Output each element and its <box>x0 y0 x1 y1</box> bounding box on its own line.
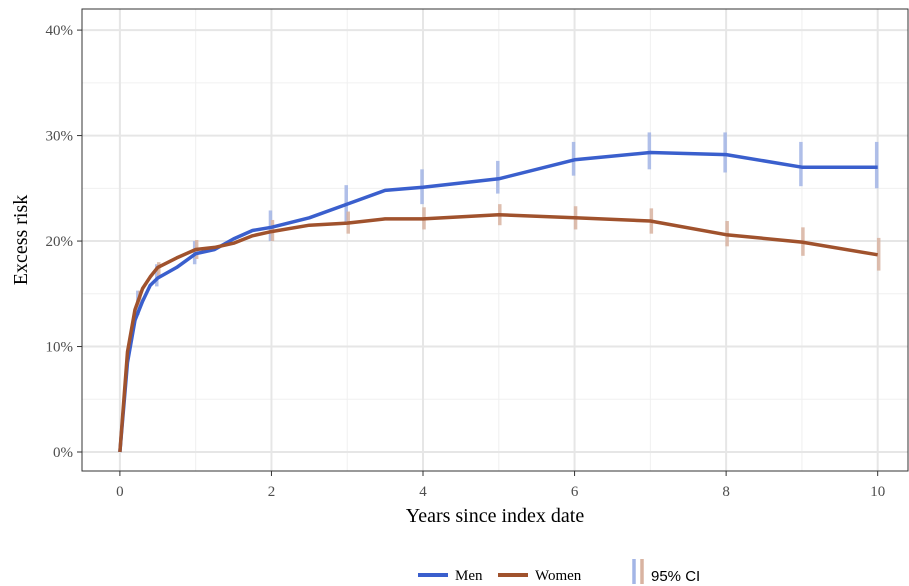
x-axis-title: Years since index date <box>406 505 585 527</box>
y-tick-label: 10% <box>46 340 74 356</box>
x-tick-label: 8 <box>722 484 730 500</box>
series-line-women <box>118 212 878 453</box>
axes: 0 2 4 6 8 10 0% 10% 20% 30% 40% <box>46 23 886 500</box>
y-axis-title: Excess risk <box>10 195 32 286</box>
legend-label-men: Men <box>455 568 483 584</box>
x-tick-label: 4 <box>419 484 427 500</box>
x-tick-label: 6 <box>571 484 579 500</box>
legend: Men Women 95% CI <box>418 559 700 585</box>
series-lines <box>118 150 878 453</box>
y-tick-label: 30% <box>46 129 74 145</box>
y-tick-label: 0% <box>53 445 73 461</box>
legend-label-ci: 95% CI <box>651 568 700 585</box>
x-tick-label: 0 <box>116 484 124 500</box>
series-line-men <box>118 150 878 453</box>
y-tick-label: 40% <box>46 23 74 39</box>
panel-border <box>81 8 909 472</box>
legend-label-women: Women <box>535 568 582 584</box>
x-tick-label: 10 <box>870 484 885 500</box>
x-tick-label: 2 <box>268 484 276 500</box>
y-tick-label: 20% <box>46 234 74 250</box>
